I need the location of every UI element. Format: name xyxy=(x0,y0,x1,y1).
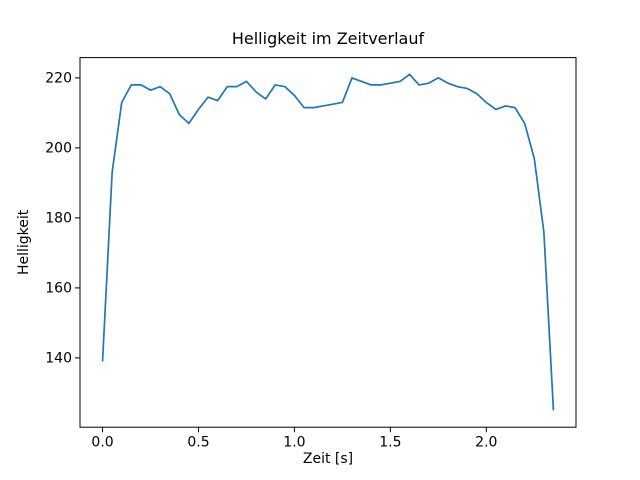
x-tick-label: 0.0 xyxy=(91,435,113,451)
y-tick-label: 160 xyxy=(45,280,72,296)
x-tick-label: 2.0 xyxy=(475,435,497,451)
y-tick-label: 140 xyxy=(45,350,72,366)
y-tick-label: 180 xyxy=(45,210,72,226)
plot-frame xyxy=(79,57,577,428)
y-tick-label: 220 xyxy=(45,70,72,86)
y-axis-label: Helligkeit xyxy=(16,209,32,275)
chart-title: Helligkeit im Zeitverlauf xyxy=(232,29,425,48)
y-tick-label: 200 xyxy=(45,140,72,156)
x-axis-label: Zeit [s] xyxy=(303,451,353,467)
brightness-line-series xyxy=(101,73,555,411)
axis-ticks: 0.0 0.5 1.0 1.5 2.0 140 160 180 200 220 xyxy=(45,70,497,450)
x-tick-label: 1.0 xyxy=(283,435,305,451)
x-tick-label: 0.5 xyxy=(187,435,209,451)
series-layer xyxy=(101,73,555,411)
x-tick-label: 1.5 xyxy=(379,435,401,451)
